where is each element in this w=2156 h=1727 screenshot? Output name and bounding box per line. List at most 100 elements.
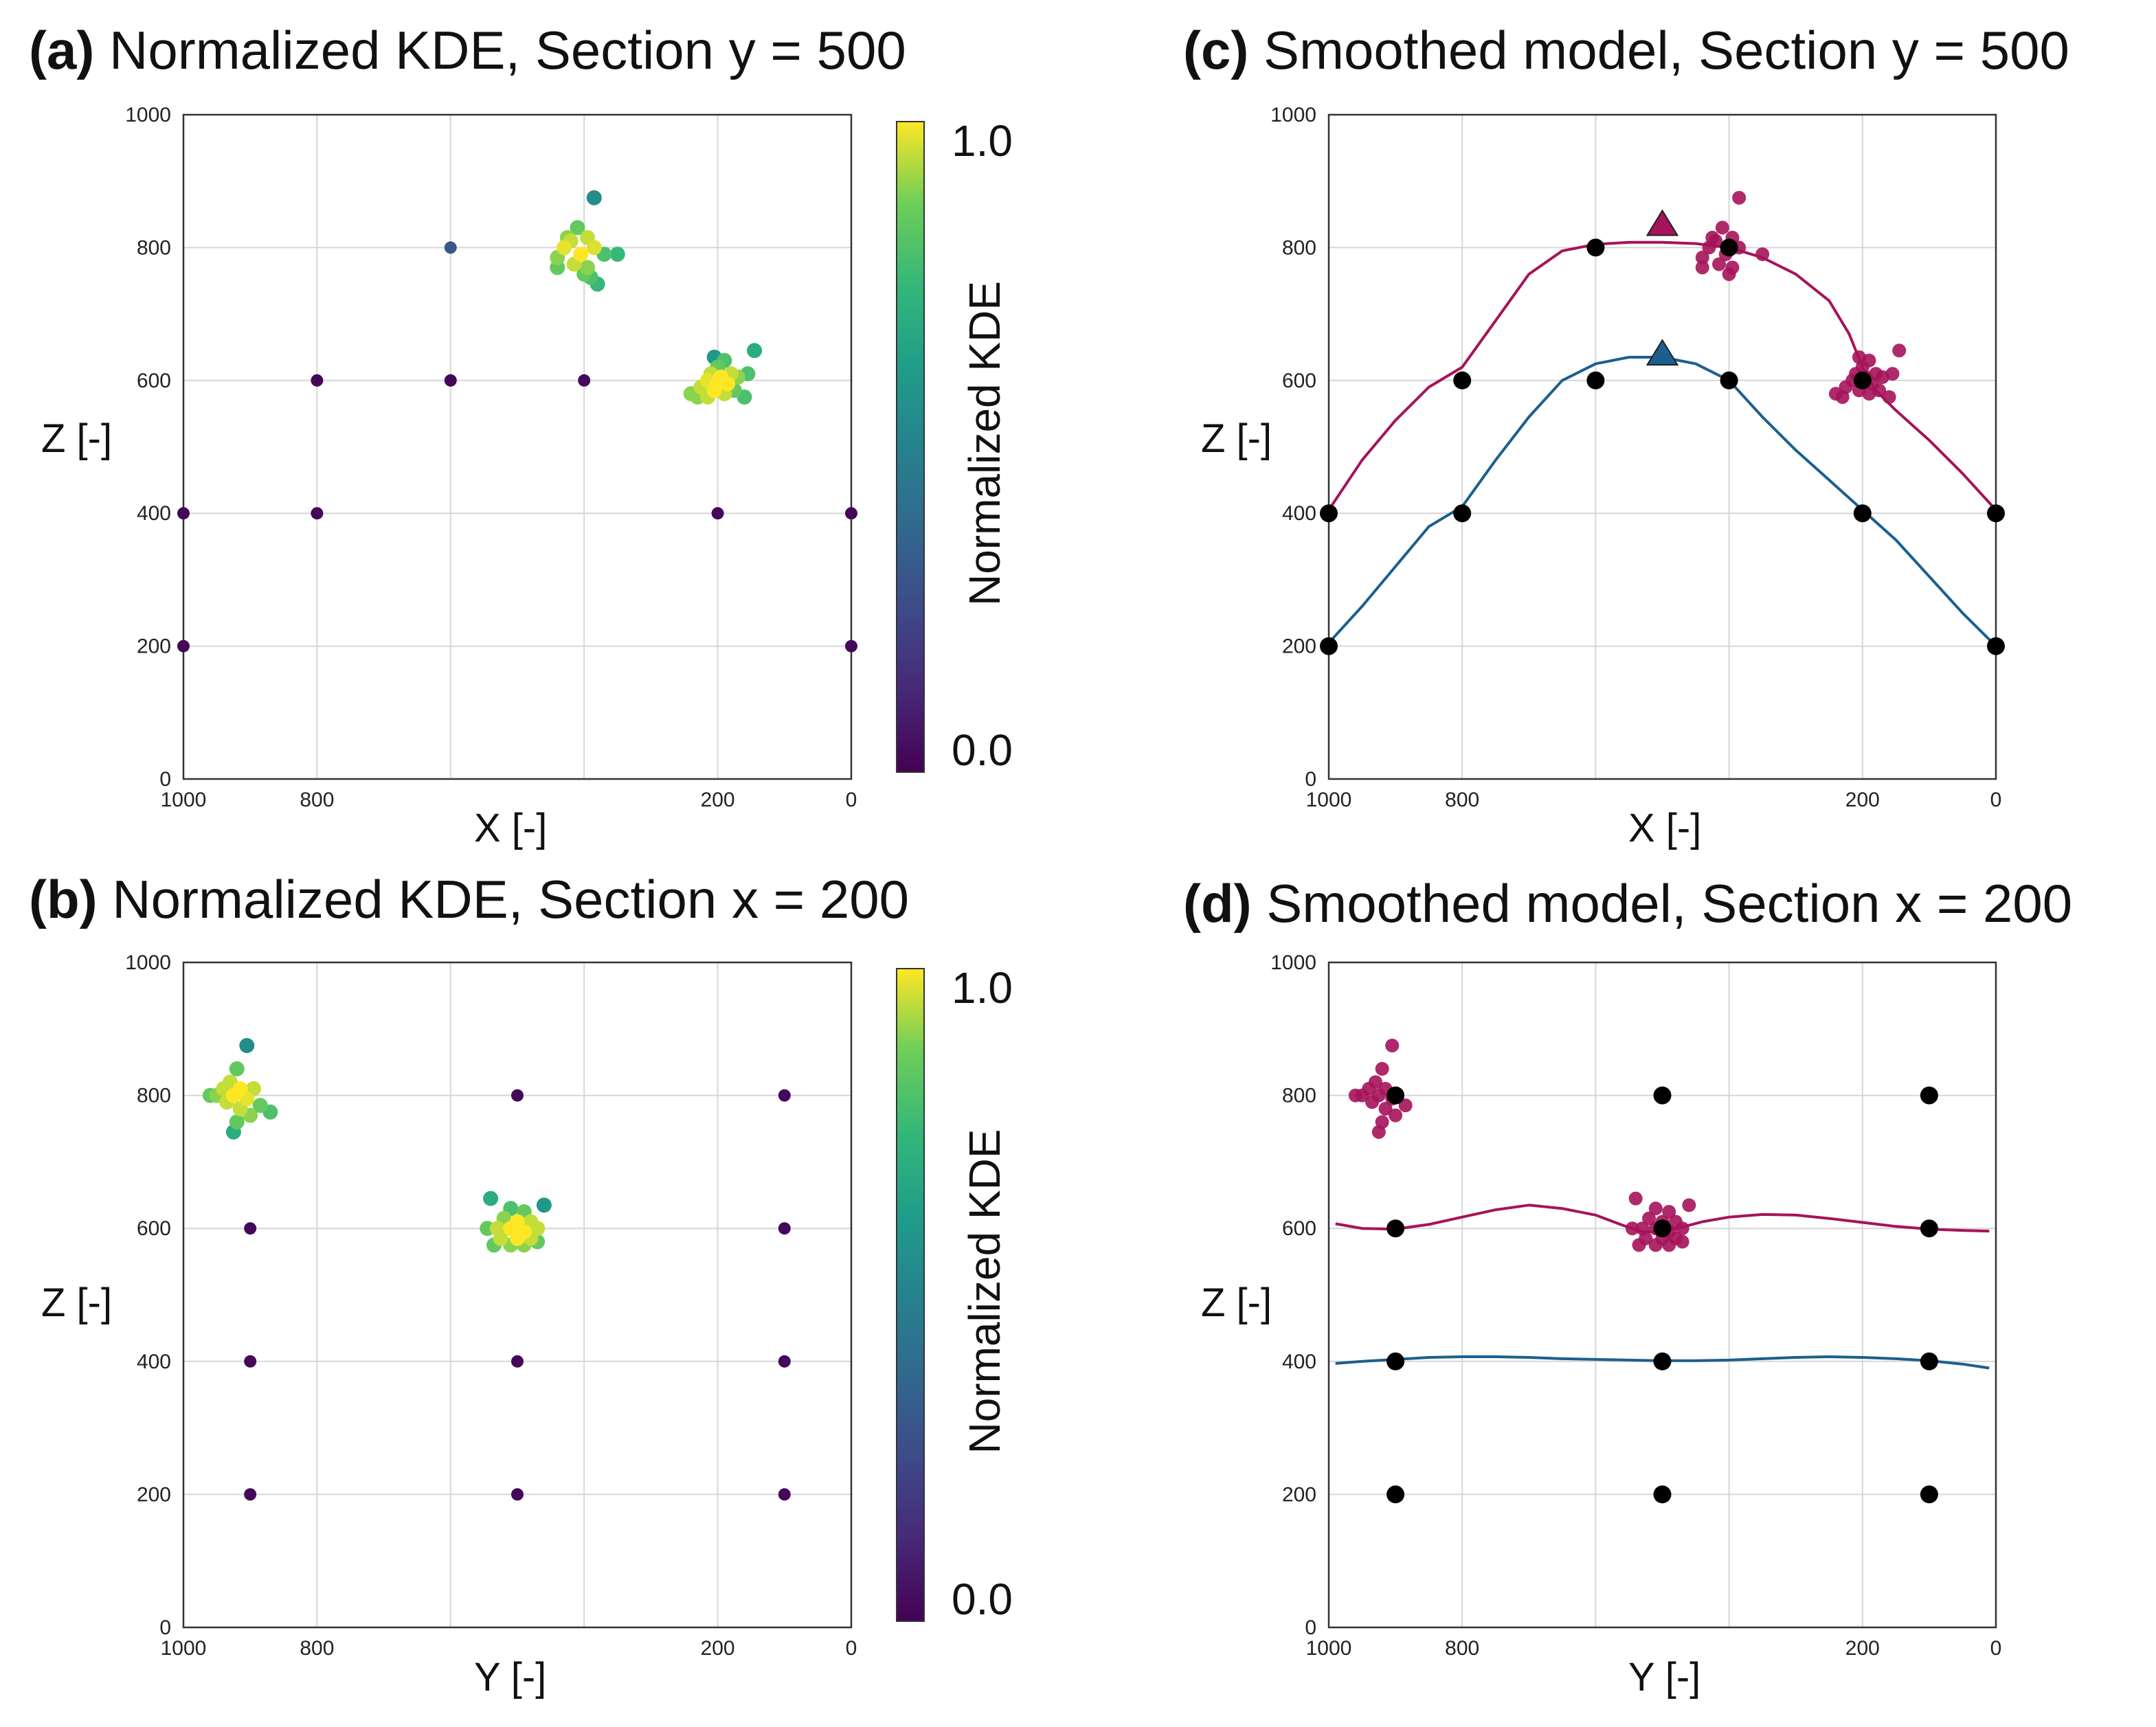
kde-point (778, 1222, 791, 1235)
y-tick-label: 0 (1305, 768, 1316, 791)
panel-b-title: (b) Normalized KDE, Section x = 200 (29, 869, 909, 929)
kde-point (711, 507, 724, 520)
kde-point (573, 247, 589, 262)
plot-frame (182, 961, 853, 1629)
sampled-point (1632, 1238, 1646, 1252)
panel-a-ylabel: Z [-] (41, 416, 113, 461)
y-tick-label: 800 (1282, 1085, 1316, 1107)
kde-point (510, 1230, 525, 1246)
y-tick-label: 1000 (1270, 951, 1316, 974)
kde-point (720, 376, 736, 392)
colorbar (896, 121, 925, 773)
sampled-point (1835, 390, 1850, 404)
kde-point (444, 241, 457, 254)
colorbar-label: Normalized KDE (960, 281, 1009, 606)
y-tick-label: 800 (137, 1085, 171, 1107)
y-tick-label: 800 (137, 236, 171, 259)
sampled-point (1755, 247, 1770, 262)
x-tick-label: 200 (1845, 789, 1880, 811)
plot-frame (182, 113, 853, 780)
kde-point (706, 383, 722, 398)
sampled-point (1648, 1201, 1663, 1216)
x-tick-label: 0 (846, 1637, 857, 1660)
input-point (1653, 1352, 1672, 1370)
x-tick-label: 1000 (161, 789, 207, 811)
kde-point (609, 247, 625, 262)
sampled-point (1712, 257, 1727, 271)
kde-point (586, 190, 602, 205)
x-tick-label: 0 (1990, 789, 2002, 811)
colorbar (896, 968, 925, 1622)
input-point (1586, 238, 1605, 257)
sampled-point (1722, 267, 1736, 282)
colorbar-tick-min: 0.0 (952, 1574, 1013, 1624)
sampled-point (1389, 1108, 1403, 1122)
input-point (1653, 1219, 1672, 1238)
colorbar-tick-max: 1.0 (952, 116, 1013, 166)
kde-point (778, 1089, 791, 1102)
kde-point (244, 1488, 257, 1501)
input-point (1920, 1219, 1938, 1238)
y-tick-label: 1000 (125, 104, 171, 126)
y-tick-label: 600 (137, 370, 171, 392)
y-tick-label: 0 (1305, 1616, 1316, 1639)
x-tick-label: 0 (1990, 1637, 2002, 1660)
input-point (1987, 504, 2005, 523)
y-tick-label: 200 (137, 1483, 171, 1506)
panel-a-xlabel: X [-] (474, 806, 548, 850)
kde-point (845, 507, 857, 520)
y-tick-label: 200 (137, 635, 171, 658)
sampled-point (1675, 1234, 1689, 1249)
y-tick-label: 200 (1282, 1483, 1316, 1506)
x-tick-label: 200 (701, 1637, 735, 1660)
y-tick-label: 400 (137, 1351, 171, 1373)
x-tick-label: 1000 (1306, 1637, 1352, 1660)
kde-point (557, 240, 572, 256)
input-point (1920, 1352, 1938, 1370)
input-point (1653, 1485, 1672, 1504)
panel-c-xlabel: X [-] (1628, 806, 1702, 850)
y-tick-label: 400 (1282, 502, 1316, 525)
sampled-point (1642, 1211, 1657, 1226)
kde-point (570, 220, 585, 236)
sampled-point (1675, 1221, 1689, 1236)
sampled-point (1365, 1095, 1380, 1109)
y-tick-label: 800 (1282, 236, 1316, 259)
y-tick-label: 600 (137, 1217, 171, 1240)
kde-point (778, 1488, 791, 1501)
x-tick-label: 800 (1445, 1637, 1479, 1660)
sampled-point (1662, 1205, 1676, 1219)
y-tick-label: 400 (137, 502, 171, 525)
sampled-point (1385, 1039, 1400, 1052)
sampled-point (1715, 221, 1729, 235)
input-point (1386, 1219, 1405, 1238)
kde-point (311, 507, 324, 520)
kde-point (244, 1355, 257, 1368)
y-tick-label: 400 (1282, 1351, 1316, 1373)
sampled-point (1695, 260, 1709, 275)
x-tick-label: 200 (701, 789, 735, 811)
input-point (1720, 371, 1738, 390)
triangle-marker (1646, 209, 1679, 236)
sampled-point (1892, 343, 1907, 358)
kde-point (580, 260, 596, 275)
sampled-point (1371, 1125, 1386, 1139)
x-tick-label: 800 (300, 789, 334, 811)
input-point (1386, 1086, 1405, 1105)
panel-b-xlabel: Y [-] (474, 1655, 547, 1700)
sampled-point (1862, 353, 1876, 368)
sampled-point (1625, 1221, 1639, 1236)
x-tick-label: 800 (300, 1637, 334, 1660)
sampled-point (1375, 1061, 1389, 1076)
input-point (1320, 504, 1338, 523)
input-point (1653, 1086, 1672, 1105)
kde-point (578, 374, 591, 387)
triangle-marker (1646, 339, 1679, 366)
sampled-point (1682, 1198, 1696, 1212)
plot-frame (1327, 961, 1997, 1629)
panel-b-ylabel: Z [-] (41, 1280, 113, 1325)
input-point (1386, 1485, 1405, 1504)
kde-point (177, 640, 190, 653)
